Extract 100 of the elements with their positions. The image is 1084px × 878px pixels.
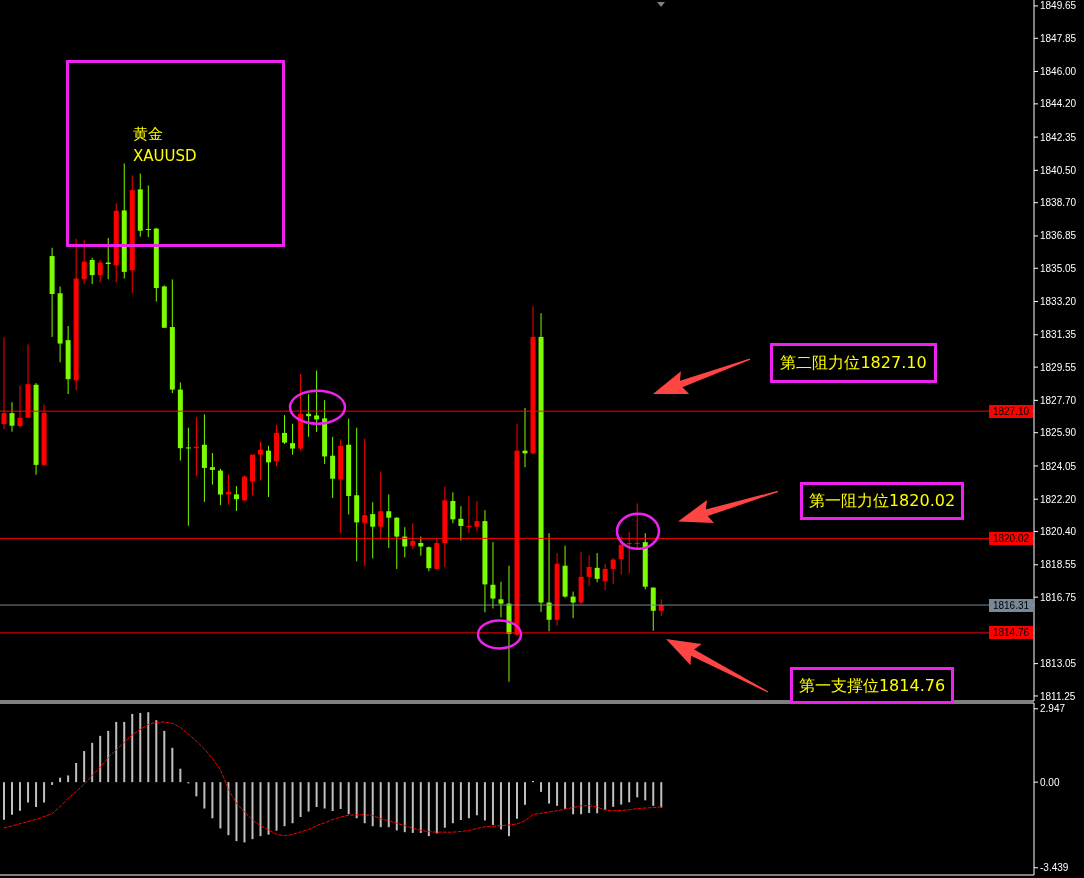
bar xyxy=(467,782,470,819)
y-tick-label: 1811.25 xyxy=(1040,690,1076,702)
bar xyxy=(620,782,623,805)
candlestick xyxy=(185,427,191,527)
y-tick-label: 1833.20 xyxy=(1040,296,1077,308)
bar xyxy=(83,751,86,783)
candlestick xyxy=(330,436,336,499)
candlestick xyxy=(602,563,608,591)
text: 黄金 xyxy=(133,125,163,143)
bar xyxy=(540,782,543,792)
y-tick-label: 1840.50 xyxy=(1040,164,1077,176)
y-tick-label: 1846.00 xyxy=(1040,66,1077,78)
candlestick xyxy=(145,184,151,238)
bar xyxy=(35,782,38,808)
y-tick-label: 0.00 xyxy=(1040,776,1060,788)
candlestick xyxy=(490,541,496,609)
bar xyxy=(211,782,214,819)
candlestick xyxy=(594,552,600,583)
bar xyxy=(652,782,655,806)
bar xyxy=(139,712,142,783)
bar xyxy=(259,782,262,837)
y-tick-label: 1824.05 xyxy=(1040,460,1077,472)
bar xyxy=(235,782,238,842)
candlestick xyxy=(386,493,392,549)
bar xyxy=(219,782,222,829)
bar xyxy=(99,735,102,783)
bar xyxy=(419,782,422,833)
bar xyxy=(3,782,5,820)
y-tick-label: 1844.20 xyxy=(1040,98,1077,110)
candlestick xyxy=(498,581,504,618)
y-tick-label: 1818.55 xyxy=(1040,559,1077,571)
bar xyxy=(67,775,70,783)
ref-line-label: 1820.02 xyxy=(992,532,1030,544)
text: XAUUSD xyxy=(133,147,197,165)
y-tick-label: 1813.05 xyxy=(1040,658,1077,670)
bar xyxy=(291,782,294,824)
bar xyxy=(179,768,182,783)
bar xyxy=(171,747,174,783)
candlestick xyxy=(450,491,456,524)
y-tick-label: 1836.85 xyxy=(1040,230,1077,242)
bar xyxy=(315,782,318,808)
candlestick xyxy=(474,500,480,532)
y-tick-label: 1842.35 xyxy=(1040,131,1077,143)
bar xyxy=(411,782,414,833)
bar xyxy=(379,782,382,828)
candlestick xyxy=(217,468,223,506)
annotation: 第一阻力位1820.02 xyxy=(808,491,956,512)
ref-line-label: 1814.76 xyxy=(992,627,1030,639)
bar xyxy=(203,782,206,809)
bar xyxy=(147,712,150,783)
candlestick xyxy=(89,257,95,285)
y-tick-label: 1822.20 xyxy=(1040,493,1077,505)
candlestick xyxy=(201,413,207,503)
bar xyxy=(475,782,478,816)
y-tick-label: 1847.85 xyxy=(1040,32,1077,44)
candlestick xyxy=(81,239,87,285)
bar xyxy=(556,782,559,806)
bar xyxy=(227,782,230,836)
line-series xyxy=(3,721,662,837)
bar xyxy=(604,782,607,810)
bar xyxy=(91,742,94,783)
candlestick xyxy=(266,445,272,498)
candlestick xyxy=(570,591,576,619)
bar xyxy=(564,782,567,810)
bar xyxy=(339,782,342,810)
candlestick xyxy=(650,586,656,632)
bar xyxy=(307,782,310,812)
bar xyxy=(155,720,158,783)
bar xyxy=(499,782,502,830)
candlestick xyxy=(458,505,464,542)
bar xyxy=(115,721,118,783)
bar xyxy=(628,782,631,803)
bar xyxy=(644,782,647,801)
candlestick xyxy=(586,554,592,587)
bar xyxy=(580,782,583,815)
ref-line-label: 1816.31 xyxy=(992,599,1030,611)
bar xyxy=(435,782,438,834)
bar xyxy=(459,782,462,820)
bar xyxy=(11,782,14,815)
bar xyxy=(267,782,270,835)
bar xyxy=(387,782,390,828)
bar xyxy=(331,782,334,812)
bar xyxy=(395,782,398,831)
y-tick-label: 1838.70 xyxy=(1040,197,1077,209)
bar xyxy=(107,730,110,783)
bar xyxy=(507,782,510,837)
y-tick-label: 1820.40 xyxy=(1040,526,1077,538)
y-tick-label: 1835.05 xyxy=(1040,262,1077,274)
annotation: 第一支撑位1814.76 xyxy=(798,675,946,696)
candlestick xyxy=(241,474,247,502)
y-tick-label: 1827.70 xyxy=(1040,394,1077,406)
bar xyxy=(612,782,615,807)
bar xyxy=(275,782,278,831)
candlestick xyxy=(209,452,215,486)
bar xyxy=(427,782,430,837)
bar xyxy=(515,782,518,819)
bar xyxy=(483,782,486,821)
bar xyxy=(524,782,527,805)
candlestick xyxy=(610,557,616,585)
bar xyxy=(283,782,286,827)
